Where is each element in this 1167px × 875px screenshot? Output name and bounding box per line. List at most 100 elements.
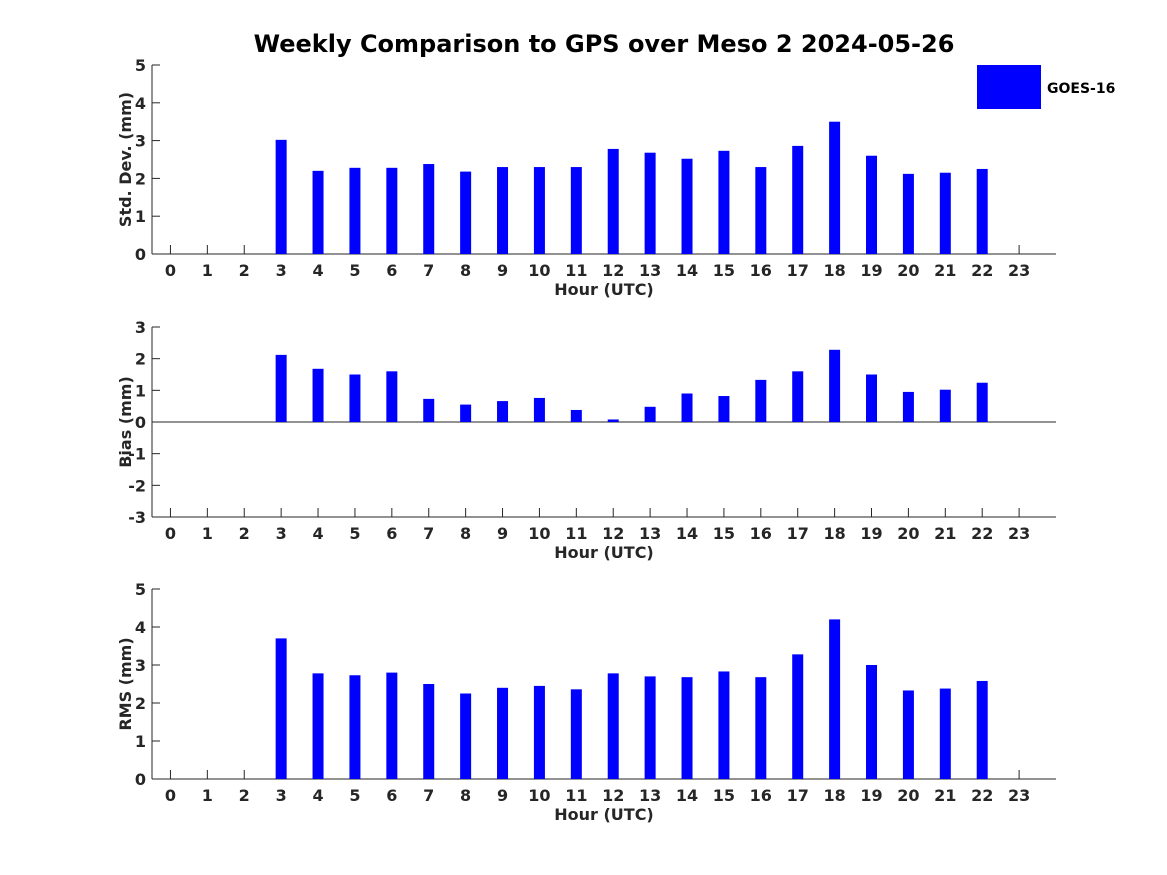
y-tick-label: 0 <box>135 245 146 264</box>
bar-hour-14 <box>681 677 693 779</box>
x-tick-label: 14 <box>676 786 698 805</box>
x-tick-label: 20 <box>897 786 919 805</box>
x-tick-label: 20 <box>897 261 919 280</box>
y-tick-label: 3 <box>135 656 146 675</box>
x-tick-label: 3 <box>276 786 287 805</box>
y-tick-label: 5 <box>135 580 146 599</box>
chart-title: Weekly Comparison to GPS over Meso 2 202… <box>254 30 955 58</box>
bar-hour-4 <box>312 673 324 779</box>
bar-hour-10 <box>533 397 545 422</box>
x-tick-label: 22 <box>971 524 993 543</box>
bar-hour-12 <box>607 673 619 779</box>
bar-hour-10 <box>533 685 545 779</box>
y-tick-label: 3 <box>135 132 146 151</box>
x-tick-label: 3 <box>276 524 287 543</box>
x-tick-label: 16 <box>750 786 772 805</box>
x-tick-label: 22 <box>971 261 993 280</box>
y-tick-label: -2 <box>128 476 146 495</box>
bar-hour-7 <box>423 684 435 779</box>
bar-hour-5 <box>349 374 361 422</box>
y-tick-label: 0 <box>135 770 146 789</box>
x-tick-label: 5 <box>349 524 360 543</box>
bar-hour-14 <box>681 393 693 422</box>
y-tick-label: 4 <box>135 618 146 637</box>
x-tick-label: 1 <box>202 261 213 280</box>
y-tick-label: 1 <box>135 732 146 751</box>
x-tick-label: 15 <box>713 261 735 280</box>
x-tick-label: 0 <box>165 261 176 280</box>
y-tick-label: 1 <box>135 381 146 400</box>
bar-hour-6 <box>386 371 398 422</box>
y-tick-label: 0 <box>135 413 146 432</box>
y-axis-label: Bias (mm) <box>116 376 135 468</box>
x-tick-label: 18 <box>823 261 845 280</box>
bar-hour-19 <box>866 665 878 779</box>
x-tick-label: 16 <box>750 261 772 280</box>
x-tick-label: 23 <box>1008 524 1030 543</box>
x-tick-label: 11 <box>565 524 587 543</box>
x-tick-label: 23 <box>1008 786 1030 805</box>
y-tick-label: 2 <box>135 169 146 188</box>
bar-hour-18 <box>829 121 841 254</box>
bar-hour-12 <box>607 148 619 254</box>
bar-hour-17 <box>792 654 804 779</box>
x-tick-label: 7 <box>423 261 434 280</box>
bar-hour-8 <box>460 404 472 422</box>
x-tick-label: 11 <box>565 786 587 805</box>
x-tick-label: 2 <box>239 786 250 805</box>
y-tick-label: 4 <box>135 94 146 113</box>
y-tick-label: 1 <box>135 207 146 226</box>
x-tick-label: 14 <box>676 524 698 543</box>
bar-hour-21 <box>939 172 951 254</box>
x-tick-label: 4 <box>312 261 323 280</box>
x-tick-label: 20 <box>897 524 919 543</box>
bar-hour-7 <box>423 398 435 422</box>
bar-hour-19 <box>866 374 878 422</box>
x-tick-label: 14 <box>676 261 698 280</box>
x-axis-label: Hour (UTC) <box>554 543 654 562</box>
x-tick-label: 5 <box>349 786 360 805</box>
x-tick-label: 13 <box>639 261 661 280</box>
x-tick-label: 19 <box>860 524 882 543</box>
bar-hour-8 <box>460 171 472 254</box>
legend-swatch <box>977 65 1041 109</box>
bar-hour-8 <box>460 693 472 779</box>
y-tick-label: -3 <box>128 508 146 527</box>
x-tick-label: 6 <box>386 786 397 805</box>
x-tick-label: 21 <box>934 524 956 543</box>
x-tick-label: 12 <box>602 261 624 280</box>
x-tick-label: 18 <box>823 524 845 543</box>
bar-hour-22 <box>976 382 988 422</box>
bar-hour-17 <box>792 371 804 422</box>
x-tick-label: 9 <box>497 786 508 805</box>
x-tick-label: 7 <box>423 524 434 543</box>
y-tick-label: 2 <box>135 350 146 369</box>
x-tick-label: 9 <box>497 261 508 280</box>
bar-hour-16 <box>755 677 767 779</box>
y-tick-label: 2 <box>135 694 146 713</box>
bar-hour-22 <box>976 680 988 779</box>
bar-hour-11 <box>570 167 582 254</box>
x-tick-label: 3 <box>276 261 287 280</box>
x-tick-label: 17 <box>787 261 809 280</box>
x-tick-label: 12 <box>602 786 624 805</box>
bar-hour-19 <box>866 155 878 254</box>
bar-hour-17 <box>792 145 804 254</box>
bar-hour-6 <box>386 672 398 779</box>
x-tick-label: 19 <box>860 786 882 805</box>
bar-hour-20 <box>902 391 914 422</box>
x-tick-label: 4 <box>312 786 323 805</box>
x-tick-label: 15 <box>713 524 735 543</box>
x-tick-label: 10 <box>528 786 550 805</box>
bar-hour-4 <box>312 170 324 254</box>
x-tick-label: 23 <box>1008 261 1030 280</box>
x-tick-label: 10 <box>528 261 550 280</box>
bar-hour-16 <box>755 379 767 422</box>
bar-hour-4 <box>312 368 324 422</box>
y-axis-label: Std. Dev. (mm) <box>116 92 135 227</box>
bar-hour-14 <box>681 158 693 254</box>
